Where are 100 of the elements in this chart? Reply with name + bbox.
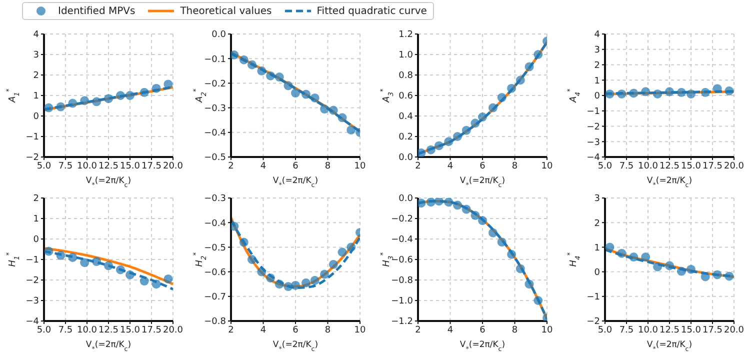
x-tick-label: 17.5 [141,325,162,336]
x-tick-label: 20.0 [724,161,744,172]
point [239,55,248,64]
point [418,148,426,157]
point [338,248,347,257]
x-tick-label: 6 [292,161,299,172]
point [126,270,134,280]
point [44,103,54,112]
point [346,125,356,134]
point [310,93,320,102]
point [301,278,310,288]
point [231,222,239,231]
point [274,72,284,82]
point [418,198,426,208]
y-tick-label: 1.2 [398,30,413,40]
point [310,276,320,285]
point [470,210,480,220]
point [665,261,674,270]
x-tick-label: 15.0 [120,161,140,172]
point [266,273,276,282]
x-tick-label: 7.5 [58,161,73,172]
x-tick-label: 20.0 [724,325,744,336]
y-tick-label: 3 [594,194,600,204]
y-tick-label: 0 [594,268,600,278]
x-tick-label: 8 [324,325,331,336]
x-tick-label: 20.0 [162,325,184,336]
y-tick-label: −2 [26,153,39,164]
point [56,102,66,112]
point [257,267,266,276]
x-axis-title: V$_{*}$(=2π/K$_{c}$) [86,340,132,353]
y-tick-label: −0.2 [391,214,413,225]
point [516,264,525,274]
x-axis-title: V$_{*}$(=2π/K$_{c}$) [86,176,132,189]
point [434,198,444,206]
y-tick-label: 0.6 [398,92,414,102]
point [257,66,266,76]
x-axis-title: V$_{*}$(=2π/K$_{c}$) [646,176,692,189]
x-tick-label: 6 [480,325,486,336]
y-tick-label: 0.0 [398,153,414,164]
x-axis-title: V$_{*}$(=2π/K$_{c}$) [272,176,318,189]
x-tick-label: 10 [541,161,553,172]
y-tick-label: −0.8 [204,317,226,328]
point [346,242,356,252]
x-tick-label: 12.5 [98,161,119,172]
point [676,266,686,276]
point [507,84,516,93]
x-tick-label: 10 [354,161,366,172]
y-tick-label: −0.7 [204,292,226,303]
y-tick-label: −0.8 [391,276,414,286]
x-tick-label: 4 [447,325,454,336]
point [80,258,90,268]
point [497,93,506,102]
y-tick-label: 0 [594,92,600,102]
point [291,88,300,98]
point [328,260,338,269]
y-tick-label: −3 [26,296,39,307]
point [301,90,310,99]
point [534,50,543,59]
point [653,262,662,272]
point [462,126,471,135]
y-tick-label: 2 [33,71,39,82]
point [426,145,436,154]
y-tick-label: 3 [594,46,600,56]
legend-label: Identified MPVs [58,6,136,16]
point [534,296,543,305]
y-tick-label: 2 [594,60,600,71]
y-tick-label: 0 [33,112,40,122]
x-tick-label: 20.0 [162,161,184,172]
point [641,252,650,262]
point [524,280,534,289]
x-tick-label: 5.0 [598,325,612,336]
y-tick-label: 0.2 [398,132,413,143]
point [338,113,347,122]
x-tick-label: 6 [480,161,486,172]
y-tick-label: −1.2 [391,317,413,328]
y-tick-label: −2 [586,122,600,132]
x-tick-label: 12.5 [659,325,680,336]
point [274,280,284,289]
x-tick-label: 15.0 [680,325,702,336]
x-tick-label: 4 [260,161,266,172]
x-axis-title: V$_{*}$(=2π/K$_{c}$) [646,340,692,353]
point [164,80,173,89]
x-tick-label: 7.5 [619,161,634,172]
y-tick-label: 2 [33,194,39,204]
x-tick-label: 10.0 [76,325,98,336]
point [266,71,276,80]
y-tick-label: 0 [33,235,40,246]
x-tick-label: 8 [512,325,518,336]
point [524,62,534,72]
x-tick-label: 10.0 [638,325,658,336]
y-tick-label: 0.4 [398,112,414,122]
x-tick-label: 8 [324,161,331,172]
y-tick-label: −0.5 [204,153,226,164]
point [239,238,248,247]
y-tick-label: −4 [586,153,600,164]
y-tick-label: −1 [26,256,39,266]
point [700,272,710,282]
y-tick-label: 1 [33,92,39,102]
y-tick-label: 4 [594,30,600,40]
point [516,76,525,85]
